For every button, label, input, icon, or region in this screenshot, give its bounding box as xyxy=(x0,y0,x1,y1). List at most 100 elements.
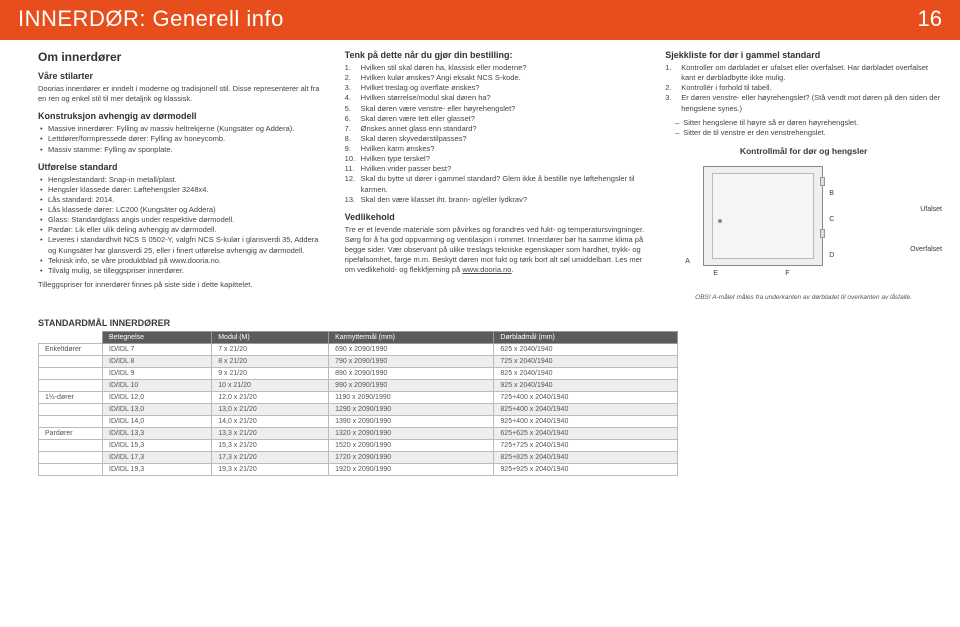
list-sjekkliste: Kontroller om dørbladet er ufalset eller… xyxy=(665,63,942,114)
table-cell: 1920 x 2090/1990 xyxy=(329,463,494,475)
table-row: 1½-dørerID/IDL 12,012,0 x 21/201190 x 20… xyxy=(39,391,678,403)
list-item: Tilvalg mulig, se tilleggspriser innerdø… xyxy=(38,266,329,276)
table-row: ID/IDL 88 x 21/20790 x 2090/1990725 x 20… xyxy=(39,355,678,367)
table-cell: ID/IDL 13,0 xyxy=(103,403,212,415)
hinge-icon xyxy=(820,229,825,238)
column-right: Sjekkliste for dør i gammel standard Kon… xyxy=(665,50,942,306)
p-tillegg: Tilleggspriser for innerdører finnes på … xyxy=(38,280,329,290)
diagram-title: Kontrollmål for dør og hengsler xyxy=(665,146,942,156)
column-middle: Tenk på dette når du gjør din bestilling… xyxy=(345,50,650,306)
table-title: STANDARDMÅL INNERDØRER xyxy=(38,318,942,328)
table-cell xyxy=(39,379,103,391)
table-cell: 925 x 2040/1940 xyxy=(494,379,678,391)
p-stilarter: Doorias innerdører er inndelt i moderne … xyxy=(38,84,329,104)
table-cell: 725+725 x 2040/1940 xyxy=(494,439,678,451)
table-header-cell xyxy=(39,331,103,343)
h3-konstruksjon: Konstruksjon avhengig av dørmodell xyxy=(38,111,329,121)
list-utforelse: Hengslestandard: Snap-in metall/plast.He… xyxy=(38,175,329,276)
dim-label-e: E xyxy=(713,270,718,277)
list-item: Hengsler klassede dører: Løftehengsler 3… xyxy=(38,185,329,195)
table-row: EnkeltdørerID/IDL 77 x 21/20690 x 2090/1… xyxy=(39,343,678,355)
table-cell: ID/IDL 12,0 xyxy=(103,391,212,403)
table-cell: 790 x 2090/1990 xyxy=(329,355,494,367)
list-item: Hengslestandard: Snap-in metall/plast. xyxy=(38,175,329,185)
table-header-cell: Betegnelse xyxy=(103,331,212,343)
dim-label-c: C xyxy=(829,216,834,223)
list-item: Hvilken størrelse/modul skal døren ha? xyxy=(345,93,650,103)
table-cell xyxy=(39,439,103,451)
table-cell: 925+400 x 2040/1940 xyxy=(494,415,678,427)
label-ufalset: Ufalset xyxy=(920,206,942,213)
table-cell: 7 x 21/20 xyxy=(212,343,329,355)
list-item: Hvilken type terskel? xyxy=(345,154,650,164)
table-header-cell: Modul (M) xyxy=(212,331,329,343)
dim-label-f: F xyxy=(785,270,789,277)
table-cell: 825 x 2040/1940 xyxy=(494,367,678,379)
table-cell: ID/IDL 8 xyxy=(103,355,212,367)
table-cell: 1720 x 2090/1990 xyxy=(329,451,494,463)
table-row: ID/IDL 17,317,3 x 21/201720 x 2090/19908… xyxy=(39,451,678,463)
table-row: PardørerID/IDL 13,313,3 x 21/201320 x 20… xyxy=(39,427,678,439)
page-header: INNERDØR: Generell info 16 xyxy=(0,0,960,40)
table-cell: 625+625 x 2040/1940 xyxy=(494,427,678,439)
list-item: Hvilket treslag og overflate ønskes? xyxy=(345,83,650,93)
table-cell: 690 x 2090/1990 xyxy=(329,343,494,355)
table-cell: 13,3 x 21/20 xyxy=(212,427,329,439)
table-row: ID/IDL 13,013,0 x 21/201290 x 2090/19908… xyxy=(39,403,678,415)
table-cell: 17,3 x 21/20 xyxy=(212,451,329,463)
table-cell: 19,3 x 21/20 xyxy=(212,463,329,475)
list-item: Kontrollér i forhold til tabell. xyxy=(665,83,942,93)
list-item: Skal døren være tett eller glasset? xyxy=(345,114,650,124)
h3-vedlikehold: Vedlikehold xyxy=(345,212,650,222)
table-cell: 1290 x 2090/1990 xyxy=(329,403,494,415)
list-item: Teknisk info, se våre produktblad på www… xyxy=(38,256,329,266)
list-item: Sitter hengslene til høyre så er døren h… xyxy=(673,118,942,128)
list-item: Massiv stamme: Fylling av sponplate. xyxy=(38,145,329,155)
table-cell: ID/IDL 7 xyxy=(103,343,212,355)
list-item: Er døren venstre- eller høyrehengslet? (… xyxy=(665,93,942,113)
table-header-row: BetegnelseModul (M)Karmyttermål (mm)Dørb… xyxy=(39,331,678,343)
table-cell xyxy=(39,451,103,463)
label-overfalset: Overfalset xyxy=(910,246,942,253)
list-item: Skal den være klasset iht. brann- og/ell… xyxy=(345,195,650,205)
table-cell: 890 x 2090/1990 xyxy=(329,367,494,379)
page-title: INNERDØR: Generell info xyxy=(18,6,284,32)
table-cell: ID/IDL 19,3 xyxy=(103,463,212,475)
list-item: Sitter de til venstre er den venstreheng… xyxy=(673,128,942,138)
table-cell: ID/IDL 14,0 xyxy=(103,415,212,427)
list-item: Hvilken karm ønskes? xyxy=(345,144,650,154)
table-cell: 9 x 21/20 xyxy=(212,367,329,379)
hinge-icon xyxy=(820,177,825,186)
column-left: Om innerdører Våre stilarter Doorias inn… xyxy=(38,50,329,306)
h2-om: Om innerdører xyxy=(38,50,329,64)
table-cell: 1390 x 2090/1990 xyxy=(329,415,494,427)
diagram-section: Kontrollmål for dør og hengsler A B C D … xyxy=(665,146,942,303)
standardmal-table: BetegnelseModul (M)Karmyttermål (mm)Dørb… xyxy=(38,331,678,476)
p-vedlikehold: Tre er et levende materiale som påvirkes… xyxy=(345,225,650,276)
table-cell: 13,0 x 21/20 xyxy=(212,403,329,415)
table-cell: 725 x 2040/1940 xyxy=(494,355,678,367)
table-section: STANDARDMÅL INNERDØRER BetegnelseModul (… xyxy=(0,312,960,476)
list-item: Lettdører/formpressede dører: Fylling av… xyxy=(38,134,329,144)
diagram-obs: OBS! A-målet måles fra underkanten av dø… xyxy=(665,294,942,303)
table-cell: 15,3 x 21/20 xyxy=(212,439,329,451)
list-item: Massive innerdører: Fylling av massiv he… xyxy=(38,124,329,134)
table-cell: 625 x 2040/1940 xyxy=(494,343,678,355)
table-cell: 825+400 x 2040/1940 xyxy=(494,403,678,415)
list-tenk: Hvilken stil skal døren ha, klassisk ell… xyxy=(345,63,650,205)
table-cell: ID/IDL 9 xyxy=(103,367,212,379)
table-cell: ID/IDL 17,3 xyxy=(103,451,212,463)
page-number: 16 xyxy=(918,6,942,32)
table-cell xyxy=(39,355,103,367)
link-dooria[interactable]: www.dooria.no xyxy=(462,265,511,274)
h3-tenk: Tenk på dette når du gjør din bestilling… xyxy=(345,50,650,60)
list-konstruksjon: Massive innerdører: Fylling av massiv he… xyxy=(38,124,329,154)
table-cell xyxy=(39,403,103,415)
table-cell: ID/IDL 15,3 xyxy=(103,439,212,451)
table-cell xyxy=(39,463,103,475)
table-cell xyxy=(39,415,103,427)
list-item: Skal du bytte ut dører i gammel standard… xyxy=(345,174,650,194)
table-cell: Enkeltdører xyxy=(39,343,103,355)
table-cell: ID/IDL 10 xyxy=(103,379,212,391)
list-item: Hvilken vrider passer best? xyxy=(345,164,650,174)
